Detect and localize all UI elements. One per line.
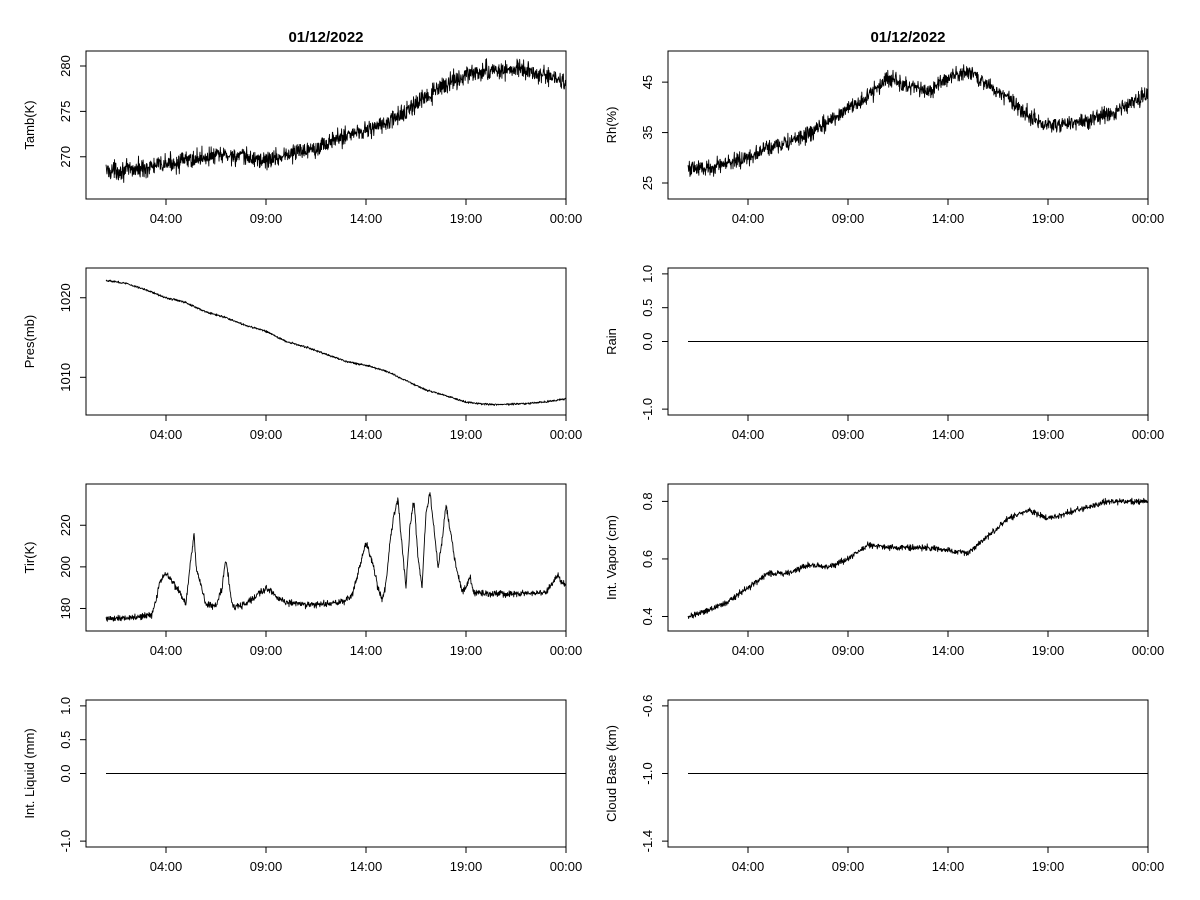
x-tick-label: 19:00	[450, 427, 483, 442]
y-tick-label: 1.0	[58, 697, 73, 715]
chart-panel-0: 04:00 09:00 14:00 19:00 00:00 270 275 280 Tamb(K…	[22, 50, 583, 226]
x-tick-label: 14:00	[932, 211, 965, 226]
x-tick-label: 04:00	[150, 211, 183, 226]
chart-panel-6: 04:00 09:00 14:00 19:00 00:00 -1.0 0.0 0.5 1.0 In…	[22, 697, 582, 874]
chart-panel-4: 04:00 09:00 14:00 19:00 00:00 180 200 220 Tir(K)	[22, 483, 583, 658]
x-tick-label: 04:00	[732, 211, 765, 226]
y-tick-label: 0.8	[640, 492, 655, 510]
chart-panel-3: 04:00 09:00 14:00 19:00 00:00 -1.0 0.0 0.5 1.0 Ra…	[604, 265, 1164, 442]
plot-frame	[85, 483, 567, 632]
x-tick-label: 04:00	[732, 643, 765, 658]
y-tick-label: 200	[58, 556, 73, 578]
chart-panel-2: 04:00 09:00 14:00 19:00 00:00 1010 1020 Pres(mb…	[22, 267, 583, 442]
y-tick-label: 280	[58, 55, 73, 77]
y-tick-label: 0.6	[640, 550, 655, 568]
y-tick-label: 1020	[58, 283, 73, 312]
y-tick-label: -1.0	[58, 830, 73, 852]
y-tick-label: 0.0	[640, 332, 655, 350]
x-tick-label: 19:00	[1032, 427, 1065, 442]
y-axis-label: Rh(%)	[604, 107, 619, 144]
left-column-title: 01/12/2022	[288, 29, 363, 46]
y-tick-label: 270	[58, 146, 73, 168]
x-tick-label: 14:00	[350, 427, 383, 442]
x-tick-label: 00:00	[1132, 859, 1165, 874]
plot-frame	[85, 267, 567, 416]
x-tick-label: 09:00	[250, 859, 283, 874]
x-tick-label: 04:00	[732, 859, 765, 874]
y-axis-label: Cloud Base (km)	[604, 725, 619, 822]
x-tick-label: 09:00	[832, 643, 865, 658]
x-tick-label: 04:00	[150, 643, 183, 658]
series-line	[687, 497, 1149, 619]
x-tick-label: 09:00	[250, 427, 283, 442]
y-tick-label: -1.0	[640, 398, 655, 420]
y-tick-label: 1.0	[640, 265, 655, 283]
x-tick-label: 00:00	[550, 427, 583, 442]
chart-panel-5: 04:00 09:00 14:00 19:00 00:00 0.4 0.6 0.8 Int. V…	[604, 483, 1165, 658]
x-tick-label: 00:00	[550, 211, 583, 226]
plot-frame	[667, 50, 1149, 200]
x-tick-label: 09:00	[832, 211, 865, 226]
x-tick-label: 09:00	[832, 427, 865, 442]
chart-panel-7: 04:00 09:00 14:00 19:00 00:00 -1.4 -1.0 -0.6 Clo…	[604, 695, 1164, 874]
y-tick-label: 25	[640, 176, 655, 190]
y-axis-label: Int. Vapor (cm)	[604, 515, 619, 600]
y-tick-label: -1.0	[640, 762, 655, 784]
x-tick-label: 14:00	[932, 427, 965, 442]
y-tick-label: -0.6	[640, 695, 655, 717]
series-line	[105, 492, 567, 622]
x-tick-label: 04:00	[150, 427, 183, 442]
x-tick-label: 00:00	[1132, 427, 1165, 442]
chart-panel-1: 04:00 09:00 14:00 19:00 00:00 25 35 45 Rh(%)	[604, 50, 1165, 226]
y-axis-label: Rain	[604, 328, 619, 355]
series-line	[105, 279, 567, 406]
x-tick-label: 14:00	[350, 643, 383, 658]
x-tick-label: 19:00	[450, 643, 483, 658]
x-tick-label: 14:00	[350, 859, 383, 874]
x-tick-label: 04:00	[732, 427, 765, 442]
x-tick-label: 00:00	[550, 643, 583, 658]
x-tick-label: 14:00	[932, 643, 965, 658]
y-axis-label: Int. Liquid (mm)	[22, 728, 37, 818]
x-tick-label: 04:00	[150, 859, 183, 874]
x-tick-label: 19:00	[450, 211, 483, 226]
y-tick-label: -1.4	[640, 830, 655, 852]
y-tick-label: 275	[58, 101, 73, 123]
y-tick-label: 45	[640, 75, 655, 89]
y-tick-label: 220	[58, 514, 73, 536]
y-tick-label: 0.0	[58, 764, 73, 782]
y-tick-label: 0.5	[58, 731, 73, 749]
plot-frame	[85, 50, 567, 200]
series-line	[105, 58, 567, 183]
series-line	[687, 64, 1149, 177]
x-tick-label: 19:00	[1032, 859, 1065, 874]
plot-frame	[667, 483, 1149, 632]
x-tick-label: 19:00	[1032, 211, 1065, 226]
y-tick-label: 0.4	[640, 607, 655, 625]
y-tick-label: 1010	[58, 363, 73, 392]
right-column-title: 01/12/2022	[870, 29, 945, 46]
x-tick-label: 09:00	[832, 859, 865, 874]
y-tick-label: 180	[58, 598, 73, 620]
x-tick-label: 19:00	[1032, 643, 1065, 658]
y-tick-label: 35	[640, 125, 655, 139]
x-tick-label: 00:00	[550, 859, 583, 874]
x-tick-label: 09:00	[250, 211, 283, 226]
y-tick-label: 0.5	[640, 299, 655, 317]
x-tick-label: 19:00	[450, 859, 483, 874]
x-tick-label: 00:00	[1132, 643, 1165, 658]
y-axis-label: Pres(mb)	[22, 315, 37, 368]
x-tick-label: 14:00	[932, 859, 965, 874]
x-tick-label: 00:00	[1132, 211, 1165, 226]
x-tick-label: 14:00	[350, 211, 383, 226]
y-axis-label: Tamb(K)	[22, 100, 37, 149]
x-tick-label: 09:00	[250, 643, 283, 658]
y-axis-label: Tir(K)	[22, 541, 37, 573]
